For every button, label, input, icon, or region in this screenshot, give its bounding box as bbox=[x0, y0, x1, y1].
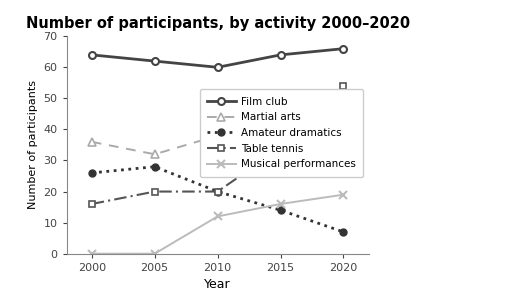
Line: Table tennis: Table tennis bbox=[88, 82, 347, 207]
Film club bbox=[340, 47, 347, 50]
Martial arts bbox=[89, 140, 95, 144]
Table tennis bbox=[215, 190, 221, 193]
Martial arts bbox=[215, 134, 221, 137]
Musical performances bbox=[215, 215, 221, 218]
Line: Martial arts: Martial arts bbox=[88, 131, 348, 159]
Amateur dramatics bbox=[152, 165, 158, 169]
Amateur dramatics bbox=[278, 208, 284, 212]
Amateur dramatics bbox=[89, 171, 95, 175]
Musical performances bbox=[340, 193, 347, 197]
Martial arts bbox=[152, 153, 158, 156]
Film club bbox=[152, 59, 158, 63]
X-axis label: Year: Year bbox=[204, 278, 231, 291]
Amateur dramatics bbox=[215, 190, 221, 193]
Line: Amateur dramatics: Amateur dramatics bbox=[88, 163, 347, 235]
Table tennis bbox=[152, 190, 158, 193]
Line: Film club: Film club bbox=[88, 45, 347, 71]
Film club bbox=[215, 66, 221, 69]
Table tennis bbox=[89, 202, 95, 206]
Line: Musical performances: Musical performances bbox=[88, 191, 348, 258]
Martial arts bbox=[340, 137, 347, 140]
Table tennis bbox=[278, 146, 284, 150]
Y-axis label: Number of participants: Number of participants bbox=[28, 80, 38, 210]
Film club bbox=[278, 53, 284, 57]
Film club bbox=[89, 53, 95, 57]
Legend: Film club, Martial arts, Amateur dramatics, Table tennis, Musical performances: Film club, Martial arts, Amateur dramati… bbox=[200, 89, 364, 177]
Amateur dramatics bbox=[340, 230, 347, 234]
Musical performances bbox=[278, 202, 284, 206]
Martial arts bbox=[278, 143, 284, 147]
Table tennis bbox=[340, 84, 347, 88]
Musical performances bbox=[152, 252, 158, 255]
Musical performances bbox=[89, 252, 95, 255]
Title: Number of participants, by activity 2000–2020: Number of participants, by activity 2000… bbox=[26, 16, 410, 31]
